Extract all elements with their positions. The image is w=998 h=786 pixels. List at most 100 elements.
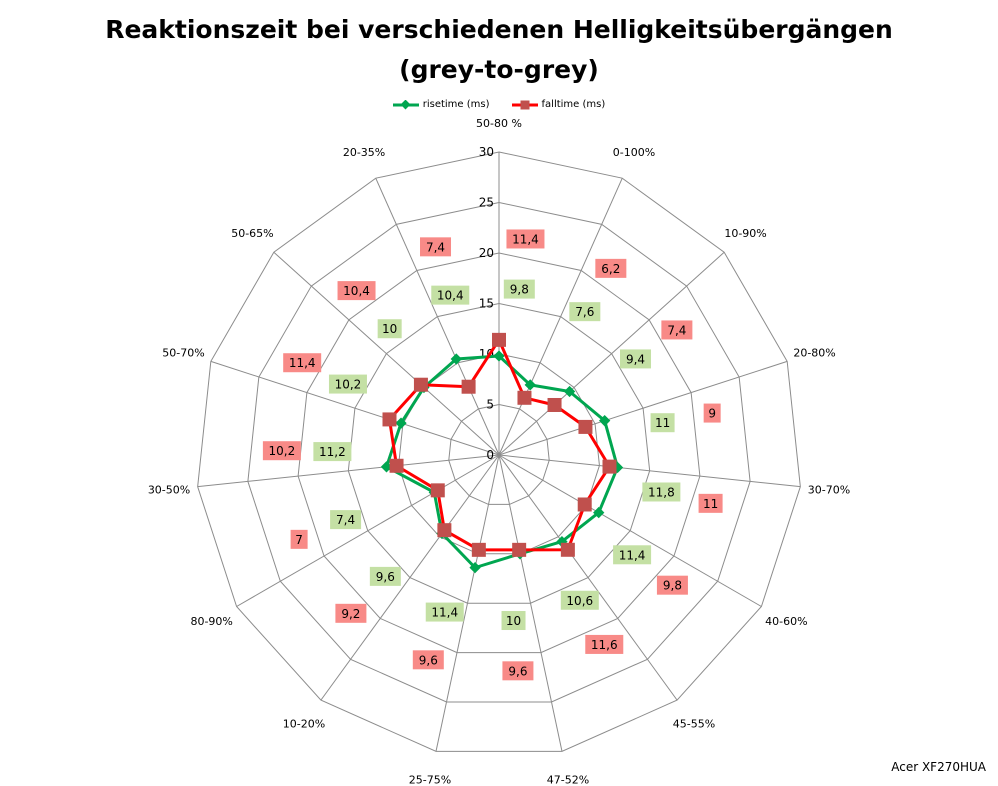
falltime-data-label: 7 (295, 533, 303, 547)
falltime-point (382, 412, 397, 427)
data-label-bg (698, 493, 723, 513)
grid-ring (347, 302, 651, 604)
legend-label: risetime (ms) (422, 99, 490, 110)
data-label-bg (412, 650, 444, 670)
risetime-point (380, 461, 393, 473)
category-label: 50-65% (231, 227, 273, 240)
category-label: 25-75% (409, 774, 451, 786)
data-label-bg (262, 441, 301, 461)
falltime-point (389, 458, 404, 473)
data-label-bg (328, 374, 367, 394)
grid-spoke (236, 454, 500, 607)
category-label: 50-80 % (476, 117, 522, 130)
category-label: 0-100% (613, 146, 655, 159)
grid-spoke (375, 177, 500, 456)
category-label: 45-55% (673, 717, 715, 730)
risetime-point (599, 415, 611, 427)
risetime-data-label: 10 (382, 322, 397, 336)
falltime-point (577, 497, 592, 512)
grid-spoke (498, 177, 623, 456)
falltime-point (413, 377, 428, 392)
tick-label: 0 (486, 448, 494, 462)
risetime-data-label: 9,4 (626, 352, 645, 366)
data-label-bg (369, 566, 401, 586)
data-label-bg (503, 279, 535, 299)
data-label-bg (290, 529, 308, 549)
category-label: 50-70% (162, 346, 204, 359)
data-label-bg (377, 319, 402, 339)
falltime-point (602, 459, 617, 474)
title-line-1: Reaktionszeit bei verschiedenen Helligke… (105, 15, 893, 44)
category-label: 20-80% (793, 346, 835, 359)
data-label-bg (313, 442, 352, 462)
risetime-data-label: 10,6 (566, 594, 593, 608)
grid-ring (448, 403, 550, 505)
grid-spoke (498, 251, 725, 456)
risetime-data-label: 11,2 (319, 445, 346, 459)
legend: risetime (ms) falltime (ms) (0, 99, 998, 110)
data-label-bg (703, 403, 721, 423)
grid-spoke (435, 454, 500, 752)
risetime-data-label: 10 (506, 614, 521, 628)
falltime-data-label: 11,4 (289, 356, 316, 370)
risetime-point (563, 385, 576, 398)
grid-spoke (498, 360, 788, 456)
category-label: 10-20% (283, 717, 325, 730)
grid-spoke (210, 360, 500, 456)
tick-label: 20 (479, 246, 494, 260)
legend-item-falltime: falltime (ms) (511, 99, 606, 110)
falltime-data-label: 6,2 (601, 262, 620, 276)
data-label-bg (431, 285, 470, 305)
falltime-data-label: 10,2 (269, 444, 296, 458)
falltime-point (517, 390, 532, 405)
falltime-point (430, 483, 445, 498)
category-label: 47-52% (547, 774, 589, 786)
data-label-bg (661, 320, 693, 340)
falltime-data-label: 9 (708, 407, 716, 421)
data-label-bg (650, 413, 675, 433)
risetime-data-label: 7,6 (575, 305, 594, 319)
falltime-point (512, 542, 527, 557)
risetime-point (450, 353, 462, 365)
grid-ring (247, 201, 751, 703)
falltime-data-label: 9,8 (663, 579, 682, 593)
category-label: 30-50% (148, 484, 190, 497)
tick-label: 25 (479, 196, 494, 210)
category-label: 30-70% (808, 484, 850, 497)
risetime-data-label: 10,2 (335, 378, 362, 392)
data-label-bg (330, 510, 362, 530)
category-label: 80-90% (190, 615, 232, 628)
falltime-data-label: 11,4 (512, 232, 539, 246)
tick-label: 5 (486, 398, 494, 412)
risetime-point (593, 506, 605, 519)
grid-spoke (498, 454, 762, 607)
series-line-1 (387, 338, 611, 552)
data-label-bg (425, 602, 464, 622)
legend-label: falltime (ms) (541, 99, 606, 110)
risetime-data-label: 11,8 (648, 485, 675, 499)
falltime-point (437, 523, 452, 538)
falltime-data-label: 9,2 (341, 607, 360, 621)
falltime-data-label: 9,6 (508, 664, 527, 678)
data-label-bg (585, 634, 624, 654)
falltime-point (560, 542, 575, 557)
category-label: 40-60% (765, 615, 807, 628)
tick-label: 15 (479, 297, 494, 311)
grid-spoke (273, 251, 500, 456)
legend-item-risetime: risetime (ms) (392, 99, 490, 110)
risetime-data-label: 11,4 (619, 548, 646, 562)
falltime-data-label: 7,4 (667, 323, 686, 337)
risetime-data-label: 10,4 (437, 289, 464, 303)
monitor-model-label: Acer XF270HUA (891, 760, 986, 774)
data-label-bg (420, 237, 452, 257)
data-label-bg (620, 349, 652, 369)
category-label: 20-35% (343, 146, 385, 159)
falltime-data-label: 9,6 (419, 653, 438, 667)
falltime-point (471, 542, 486, 557)
falltime-data-label: 11,6 (591, 638, 618, 652)
data-label-bg (613, 545, 652, 565)
grid-spoke (320, 454, 500, 701)
risetime-data-label: 9,6 (376, 570, 395, 584)
data-label-bg (335, 603, 367, 623)
